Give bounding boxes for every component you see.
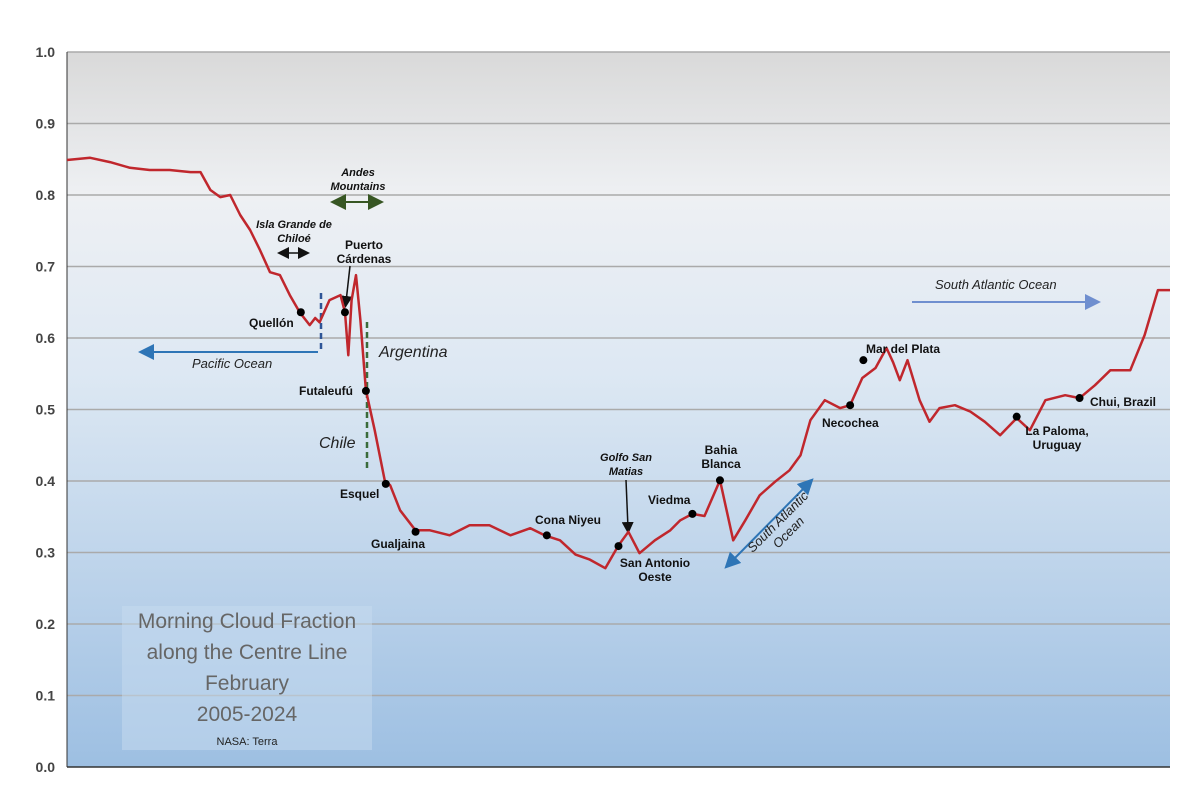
esquel-label: Esquel [340,487,380,501]
location-marker [361,386,370,395]
necochea-label: Necochea [822,416,879,430]
gualjaina-label: Gualjaina [371,537,426,551]
title-line: along the Centre Line [146,641,348,664]
y-tick-label: 1.0 [36,44,56,60]
y-tick-label: 0.4 [36,473,56,489]
golfo-pointer [621,479,634,534]
source-label: NASA: Terra [216,736,278,748]
location-marker [614,542,623,551]
puerto-cardenas-label: Puerto Cárdenas [336,238,392,266]
y-tick-label: 0.3 [36,545,56,561]
location-marker [715,476,724,485]
mar-del-plata-label: Mar del Plata [866,342,941,356]
argentina-label: Argentina [379,344,448,361]
futaleufu-label: Futaleufú [299,384,353,398]
y-tick-label: 0.9 [36,116,56,132]
y-tick-label: 0.0 [36,759,56,775]
y-tick-label: 0.8 [36,187,56,203]
san-antonio-label: San Antonio Oeste [619,556,691,584]
chiloe-label: Isla Grande de Chiloé [256,219,332,245]
location-marker [688,509,697,518]
la-paloma-label: La Paloma, Uruguay [1025,424,1089,452]
puerto-cardenas-pointer [340,265,353,308]
south-atlantic-label: South Atlantic Ocean [935,277,1057,292]
location-marker [859,356,868,365]
location-marker [1075,394,1084,403]
location-marker [1012,412,1021,421]
golfo-label: Golfo San Matias [600,452,652,478]
title-line: 2005-2024 [196,703,298,726]
title-line: Morning Cloud Fraction [137,610,357,633]
location-marker [542,531,551,540]
bahia-blanca-label: Bahia Blanca [701,443,741,471]
cloud-fraction-line [66,156,1170,570]
location-marker [296,308,305,317]
andes-label: Andes Mountains [330,167,386,193]
cona-niyeu-label: Cona Niyeu [535,513,602,527]
y-tick-label: 0.6 [36,330,56,346]
y-tick-label: 0.1 [36,688,56,704]
pacific-label: Pacific Ocean [192,356,273,371]
viedma-label: Viedma [648,493,691,507]
chui-label: Chui, Brazil [1090,395,1157,409]
chile-label: Chile [319,435,356,452]
quellon-label: Quellón [249,316,294,330]
location-marker [340,308,349,317]
y-tick-label: 0.5 [36,402,56,418]
south-atlantic-diag-arrow [724,478,814,569]
y-tick-label: 0.2 [36,616,56,632]
location-marker [846,401,855,410]
y-tick-label: 0.7 [36,259,56,275]
title-line: February [204,672,290,695]
chart-title: Morning Cloud Fraction along the Centre … [122,606,372,750]
location-marker [381,479,390,488]
location-marker [411,527,420,536]
